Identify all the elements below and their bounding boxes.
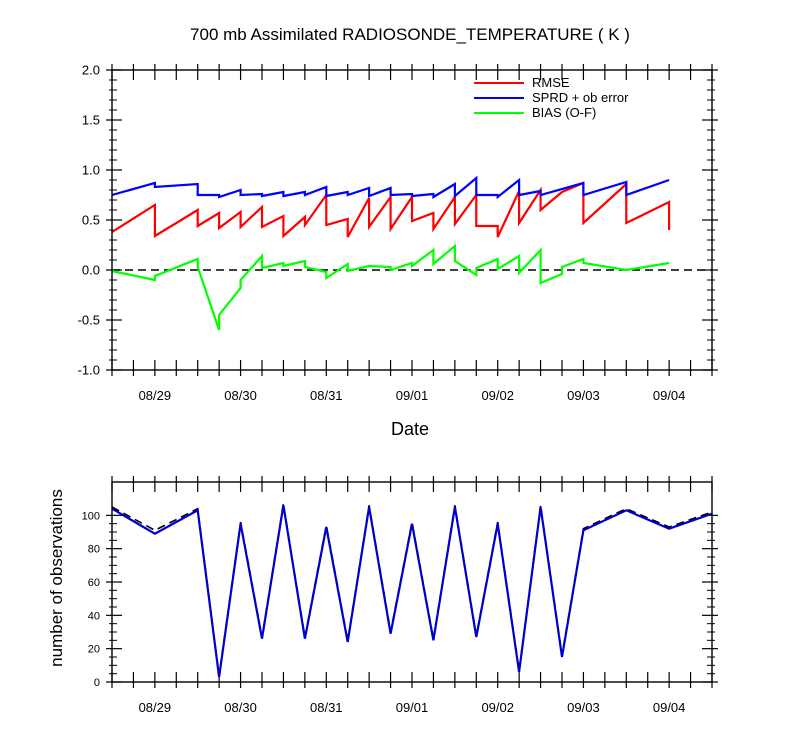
y-tick-label: 0 [94, 677, 100, 689]
x-tick-label: 09/02 [481, 388, 514, 403]
y-tick-label: 20 [88, 644, 100, 656]
top-series-group [111, 175, 671, 331]
y-tick-label: 1.5 [82, 113, 100, 128]
x-tick-label: 09/04 [653, 388, 686, 403]
legend: RMSE SPRD + ob error BIAS (O-F) [474, 75, 629, 120]
chart-title: 700 mb Assimilated RADIOSONDE_TEMPERATUR… [190, 25, 630, 44]
series-observations-used [111, 505, 713, 678]
y-tick-label: -0.5 [78, 313, 100, 328]
series-rmse [111, 181, 671, 239]
x-tick-label: 09/04 [653, 700, 686, 715]
top-plot-frame [111, 69, 713, 371]
x-tick-label: 08/30 [224, 388, 257, 403]
y-tick-label: 1.0 [82, 163, 100, 178]
series-sprd-ob-error [111, 175, 670, 200]
legend-label-sprd: SPRD + ob error [532, 90, 629, 105]
x-axis-label: Date [391, 419, 429, 439]
x-tick-label: 09/02 [481, 700, 514, 715]
legend-label-rmse: RMSE [532, 75, 570, 90]
y-tick-label: 2.0 [82, 63, 100, 78]
y-tick-label: 0.5 [82, 213, 100, 228]
legend-label-bias: BIAS (O-F) [532, 105, 596, 120]
x-tick-label: 08/31 [310, 388, 343, 403]
x-tick-label: 09/03 [567, 388, 600, 403]
x-tick-label: 08/29 [139, 388, 172, 403]
y-tick-label: 80 [88, 544, 100, 556]
bottom-x-tick-labels: 08/29 08/30 08/31 09/01 09/02 09/03 09/04 [139, 700, 686, 715]
x-tick-label: 08/30 [224, 700, 257, 715]
bottom-series-group [111, 503, 713, 678]
x-tick-label: 08/29 [139, 700, 172, 715]
y-tick-label: 60 [88, 577, 100, 589]
series-bias-o-f [111, 243, 670, 331]
x-tick-label: 09/01 [396, 388, 429, 403]
y-tick-label: 100 [82, 510, 100, 522]
bottom-plot-frame [111, 481, 713, 683]
y-tick-label: 40 [88, 610, 100, 622]
top-x-tick-labels: 08/29 08/30 08/31 09/01 09/02 09/03 09/04 [139, 388, 686, 403]
x-tick-label: 09/03 [567, 700, 600, 715]
y-tick-label: 0.0 [82, 263, 100, 278]
top-y-tick-labels: -1.0 -0.5 0.0 0.5 1.0 1.5 2.0 [78, 63, 100, 378]
x-tick-label: 08/31 [310, 700, 343, 715]
y-tick-label: -1.0 [78, 363, 100, 378]
y-axis-label: number of observations [47, 489, 66, 667]
bottom-y-tick-labels: 0 20 40 60 80 100 [82, 510, 100, 689]
x-tick-label: 09/01 [396, 700, 429, 715]
